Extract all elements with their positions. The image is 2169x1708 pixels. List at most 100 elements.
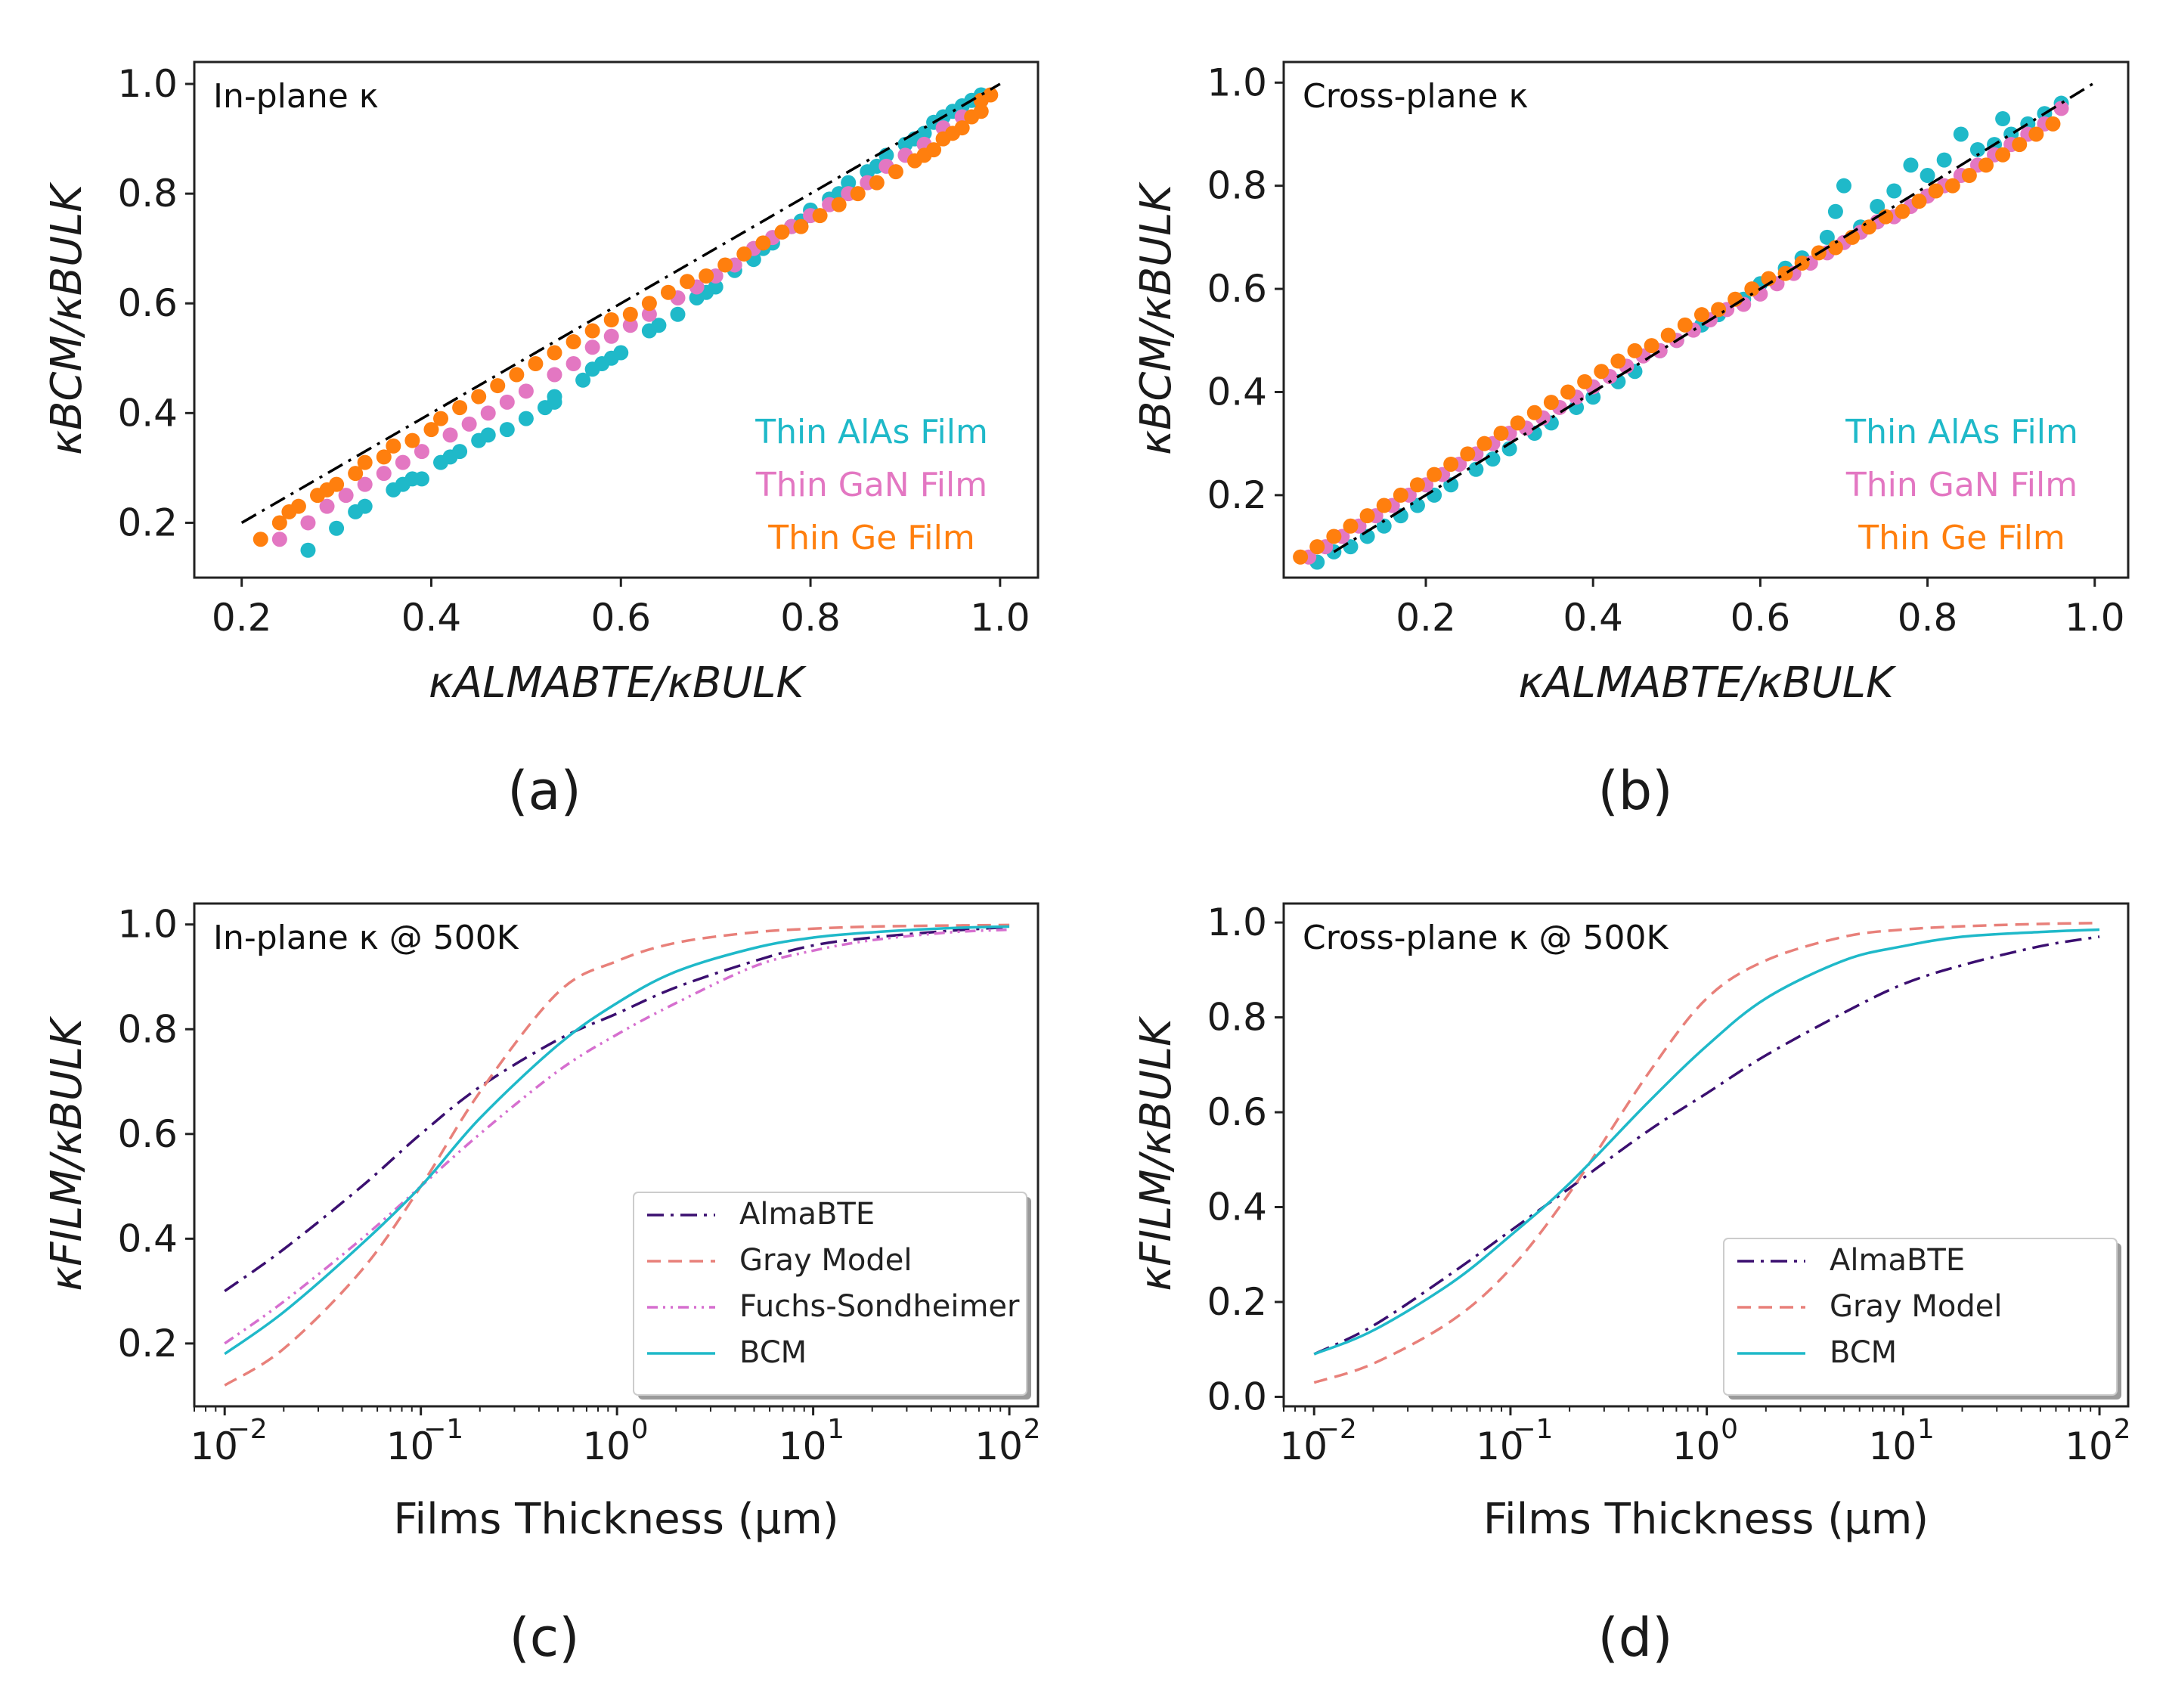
panel-a-ytick-label: 0.2 <box>117 501 178 544</box>
data-point <box>869 175 885 191</box>
data-point <box>575 372 591 388</box>
series-line-gray-model <box>224 923 1010 1387</box>
data-point <box>660 284 676 300</box>
data-point <box>565 334 581 350</box>
data-point <box>1560 384 1576 400</box>
panel-c-title: In-plane κ @ 500K <box>213 919 519 957</box>
panel-b-xtick-label: 0.6 <box>1731 596 1791 640</box>
data-point <box>1393 487 1408 503</box>
data-point <box>386 438 401 454</box>
legend-item-thin-gan-film: Thin GaN Film <box>1845 466 2078 504</box>
data-point <box>1326 529 1342 544</box>
data-point <box>1526 405 1542 420</box>
data-point <box>1903 157 1919 173</box>
data-point <box>613 345 629 361</box>
panel-a: 0.2 0.4 0.6 0.8 1.0 0.2 0.4 0.6 0.8 1.0 κALMABTE/κ… <box>42 60 1040 822</box>
series-thin-ge-film <box>253 87 999 547</box>
data-point <box>1936 152 1952 168</box>
data-point <box>480 405 496 421</box>
data-point <box>357 476 373 492</box>
data-point <box>1953 126 1969 142</box>
legend-item-thin-ge-film: Thin Ge Film <box>1858 519 2065 557</box>
data-point <box>831 197 847 212</box>
reference-line <box>1333 81 2096 553</box>
data-point <box>357 454 373 470</box>
data-point <box>499 394 515 410</box>
panel-c-plot-area <box>224 923 1010 1387</box>
panel-d-xtick-exponent: −1 <box>1513 1414 1553 1445</box>
data-point <box>1995 147 2011 163</box>
panel-c-xtick-label: 10 <box>975 1424 1023 1468</box>
panel-d-xtick-label: 10 <box>2065 1424 2113 1468</box>
data-point <box>670 306 686 322</box>
panel-d-xtick-exponent: −2 <box>1317 1414 1357 1445</box>
panel-c-ylabel: κFILM/κBULK <box>42 1015 91 1291</box>
data-point <box>338 488 354 504</box>
data-point <box>395 454 411 470</box>
panel-d-ylabel-text: κFILM/κBULK <box>1132 1015 1181 1291</box>
data-point <box>708 279 724 295</box>
data-point <box>414 444 429 460</box>
data-point <box>2045 116 2061 132</box>
data-point <box>774 224 790 240</box>
data-point <box>1468 461 1484 477</box>
panel-d-xtick-exponent: 1 <box>1917 1414 1935 1445</box>
data-point <box>271 515 287 531</box>
panel-b-ylabel-text: κBCM/κBULK <box>1132 181 1181 455</box>
data-point <box>1711 302 1727 318</box>
panel-c-xtick-label: 10 <box>190 1424 238 1468</box>
data-point <box>812 208 828 224</box>
data-point <box>1911 194 1927 209</box>
data-point <box>622 306 638 322</box>
data-point <box>414 471 429 487</box>
panel-b-ytick-label: 0.6 <box>1207 267 1267 311</box>
legend-item-gray-model: Gray Model <box>739 1243 912 1278</box>
data-point <box>404 432 420 448</box>
panel-a-xtick-label: 0.6 <box>591 596 652 640</box>
data-point <box>1995 111 2011 127</box>
reference-line <box>240 82 1001 524</box>
data-point <box>755 235 771 251</box>
data-point <box>1944 178 1960 194</box>
panel-b: 0.2 0.4 0.6 0.8 1.0 0.2 0.4 0.6 0.8 1.0 κALMABTE/κ… <box>1132 60 2130 822</box>
panel-c-xtick-label: 10 <box>386 1424 435 1468</box>
legend-item-bcm: BCM <box>739 1335 807 1370</box>
data-point <box>717 257 733 273</box>
data-point <box>1485 451 1501 467</box>
panel-d-xtick-label: 10 <box>1476 1424 1524 1468</box>
data-point <box>319 498 335 514</box>
data-point <box>736 246 752 262</box>
data-point <box>471 389 487 405</box>
data-point <box>1543 395 1559 411</box>
data-point <box>1376 518 1392 534</box>
series-line-bcm <box>1313 928 2100 1356</box>
data-point <box>1376 498 1392 513</box>
panel-c-ytick-label: 0.4 <box>117 1217 178 1260</box>
data-point <box>1476 436 1492 451</box>
data-point <box>603 328 619 344</box>
data-point <box>916 126 932 141</box>
data-point <box>841 175 857 191</box>
data-point <box>1309 539 1325 555</box>
panel-d-plot-area <box>1313 921 2100 1384</box>
panel-b-xtick-label: 0.8 <box>1898 596 1958 640</box>
panel-b-plot-area <box>1293 81 2096 570</box>
data-point <box>584 323 600 339</box>
legend-item-thin-alas-film: Thin AlAs Film <box>1845 413 2078 451</box>
data-point <box>1794 255 1810 271</box>
data-point <box>1343 518 1359 534</box>
panel-d: 10−2 10−1 10 0 10 1 10 20.00.20.40.60.81.0Films… <box>1132 900 2131 1669</box>
panel-d-label: (d) <box>1597 1607 1672 1669</box>
data-point <box>300 515 316 531</box>
panel-a-frame <box>193 60 1040 579</box>
series-thin-ge-film <box>1293 116 2061 565</box>
data-point <box>1493 426 1509 442</box>
data-point <box>357 498 373 514</box>
panel-c-ytick-label: 0.8 <box>117 1007 178 1051</box>
legend-box <box>633 1192 1027 1396</box>
data-point <box>509 367 525 383</box>
data-point <box>954 120 970 136</box>
panel-c-xlabel: Films Thickness (μm) <box>393 1495 838 1544</box>
data-point <box>253 532 268 547</box>
